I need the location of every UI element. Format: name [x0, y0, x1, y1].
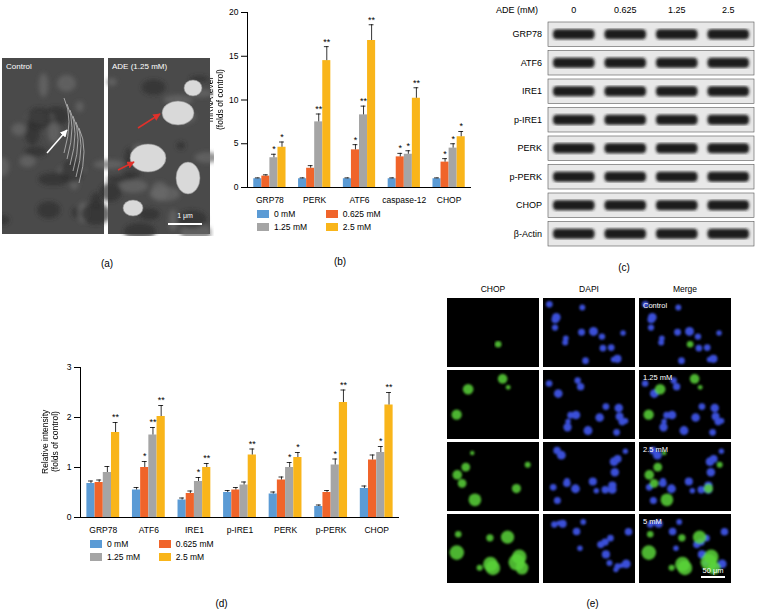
svg-text:1 μm: 1 μm: [177, 212, 193, 220]
svg-text:*: *: [354, 135, 358, 145]
svg-text:ATF6: ATF6: [521, 58, 542, 68]
svg-text:*: *: [143, 451, 147, 461]
svg-text:CHOP: CHOP: [437, 195, 462, 205]
html-text:0 mM: 0 mM: [274, 209, 296, 219]
svg-text:Control: Control: [6, 62, 32, 71]
svg-text:*: *: [459, 121, 463, 131]
svg-text:**: **: [149, 417, 157, 427]
svg-text:caspase-12: caspase-12: [382, 195, 426, 205]
svg-text:5 mM: 5 mM: [643, 517, 662, 526]
svg-text:*: *: [197, 467, 201, 477]
svg-text:ATF6: ATF6: [349, 195, 369, 205]
svg-text:IRE1: IRE1: [185, 525, 204, 535]
svg-text:20: 20: [229, 7, 239, 17]
svg-text:*: *: [272, 144, 276, 154]
html-text:2.5 mM: 2.5 mM: [342, 222, 372, 232]
svg-text:**: **: [203, 453, 211, 463]
svg-text:0: 0: [67, 512, 72, 522]
svg-text:**: **: [413, 78, 421, 88]
svg-text:p-PERK: p-PERK: [316, 525, 347, 535]
svg-text:**: **: [249, 439, 257, 449]
svg-text:0: 0: [234, 182, 239, 192]
svg-text:*: *: [333, 449, 337, 459]
svg-text:1.25 mM: 1.25 mM: [643, 373, 672, 382]
svg-text:50 μm: 50 μm: [703, 566, 724, 575]
html-text:2.5 mM: 2.5 mM: [175, 552, 205, 562]
html-text:mRNA level (folds of control): mRNA level (folds of control): [205, 69, 225, 130]
html-text:1.25 mM: 1.25 mM: [107, 552, 141, 562]
svg-text:*: *: [288, 452, 292, 462]
html-text:Relative intensity (folds of c: Relative intensity (folds of control): [40, 409, 60, 475]
html-text:(b): (b): [333, 256, 347, 267]
html-text:0.625 mM: 0.625 mM: [175, 539, 214, 549]
svg-text:**: **: [158, 395, 166, 405]
svg-text:1: 1: [67, 462, 72, 472]
svg-text:15: 15: [229, 51, 239, 61]
svg-text:**: **: [360, 96, 368, 106]
svg-text:*: *: [379, 436, 383, 446]
svg-text:**: **: [315, 104, 323, 114]
svg-text:GRP78: GRP78: [89, 525, 117, 535]
svg-text:CHOP: CHOP: [516, 200, 542, 210]
svg-text:PERK: PERK: [303, 195, 326, 205]
svg-text:5: 5: [234, 138, 239, 148]
svg-text:β-Actin: β-Actin: [514, 229, 542, 239]
html-text:(a): (a): [100, 258, 114, 269]
svg-text:IRE1: IRE1: [522, 86, 542, 96]
svg-text:PERK: PERK: [517, 143, 542, 153]
svg-text:DAPI: DAPI: [579, 284, 599, 294]
svg-text:**: **: [323, 37, 331, 47]
svg-text:GRP78: GRP78: [256, 195, 284, 205]
svg-text:*: *: [443, 149, 447, 159]
svg-text:3: 3: [67, 362, 72, 372]
svg-text:ADE (1.25 mM): ADE (1.25 mM): [112, 62, 167, 71]
svg-text:**: **: [368, 15, 376, 25]
svg-text:*: *: [451, 134, 455, 144]
svg-text:Control: Control: [643, 301, 668, 310]
html-text:1.25 mM: 1.25 mM: [274, 222, 308, 232]
svg-text:GRP78: GRP78: [512, 29, 542, 39]
svg-text:*: *: [407, 141, 411, 151]
svg-text:p-IRE1: p-IRE1: [514, 115, 542, 125]
svg-text:0.625: 0.625: [614, 5, 637, 15]
svg-text:*: *: [296, 442, 300, 452]
svg-text:**: **: [386, 382, 394, 392]
svg-text:p-IRE1: p-IRE1: [227, 525, 254, 535]
html-text:0 mM: 0 mM: [107, 539, 129, 549]
svg-text:CHOP: CHOP: [364, 525, 389, 535]
svg-text:ADE (mM): ADE (mM): [496, 5, 538, 15]
svg-text:*: *: [280, 132, 284, 142]
html-text:0.625 mM: 0.625 mM: [342, 209, 381, 219]
svg-text:0: 0: [571, 5, 576, 15]
svg-text:ATF6: ATF6: [139, 525, 159, 535]
svg-text:PERK: PERK: [274, 525, 297, 535]
svg-text:1.25: 1.25: [668, 5, 686, 15]
html-text:(d): (d): [215, 598, 228, 609]
html-text:(c): (c): [618, 262, 630, 273]
svg-text:2.5 mM: 2.5 mM: [643, 445, 668, 454]
svg-text:Merge: Merge: [673, 284, 697, 294]
svg-text:**: **: [112, 412, 120, 422]
svg-text:p-PERK: p-PERK: [509, 172, 542, 182]
html-text:(e): (e): [586, 598, 599, 609]
svg-text:*: *: [399, 143, 403, 153]
svg-text:CHOP: CHOP: [481, 284, 506, 294]
svg-text:2.5: 2.5: [722, 5, 735, 15]
svg-text:**: **: [340, 380, 348, 390]
svg-text:2: 2: [67, 412, 72, 422]
svg-text:10: 10: [229, 95, 239, 105]
